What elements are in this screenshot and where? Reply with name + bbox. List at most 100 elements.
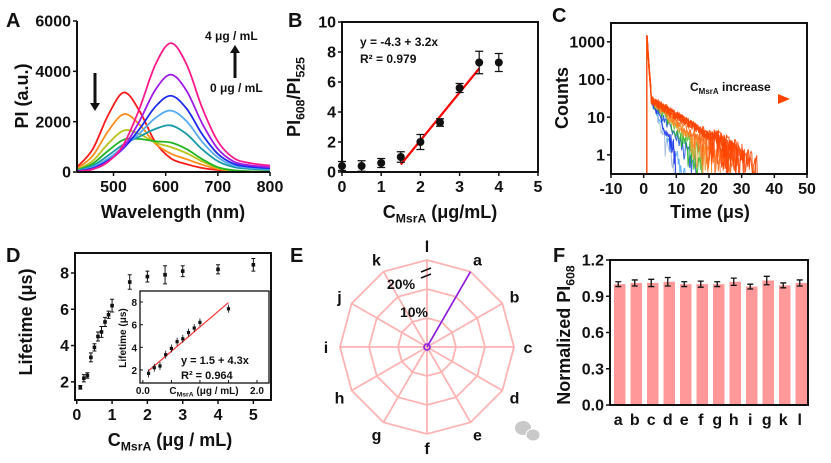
y-tick-label: 10 xyxy=(587,110,605,127)
data-point xyxy=(455,84,464,92)
x-tick-label: 30 xyxy=(733,181,751,198)
x-tick-label: h xyxy=(729,412,739,429)
x-tick-label: 0 xyxy=(338,179,347,196)
x-tick-label: g xyxy=(712,412,722,429)
x-tick-label: 500 xyxy=(100,179,127,196)
data-point xyxy=(110,303,114,308)
x-tick-label: 3 xyxy=(455,179,464,196)
fit-equation: y = 1.5 + 4.3x xyxy=(181,355,250,367)
error-bar xyxy=(697,280,704,288)
panel-label-C: C xyxy=(552,5,566,27)
data-point xyxy=(85,373,90,378)
x-tick-label: b xyxy=(630,412,640,429)
x-tick-label: g xyxy=(762,412,772,429)
x-axis-label: Time (μs) xyxy=(670,202,750,222)
y-axis-label: PI608/PI525 xyxy=(284,57,308,137)
spectrum-line xyxy=(76,109,271,172)
data-point xyxy=(152,366,156,370)
radar-axis-label: i xyxy=(324,340,328,357)
error-bar xyxy=(664,276,671,287)
watermark-wechat-icon xyxy=(515,421,541,442)
fit-equation: y = -4.3 + 3.2x xyxy=(360,35,438,49)
radar-axis-label: c xyxy=(524,340,533,357)
y-tick-label: 0 xyxy=(62,165,71,182)
x-tick-label: 0 xyxy=(72,407,81,424)
data-point xyxy=(377,159,386,167)
x-tick-label: 0.0 xyxy=(136,386,150,397)
chart-B: 0 1 2 3 4 5 0 2 4 6 8 10 y = -4.3 + 3.2x R² = 0.979 PI… xyxy=(284,15,543,226)
label-part: C xyxy=(108,430,121,450)
y-tick-label: 100 xyxy=(578,72,605,89)
radar-spoke xyxy=(382,346,428,423)
x-tick-label: 3 xyxy=(178,407,187,424)
chart-E: l a b c d e f g h i j k 10% 20% xyxy=(324,239,533,458)
error-bar xyxy=(714,281,721,288)
data-point xyxy=(475,58,484,67)
label-part: MsrA xyxy=(699,87,719,96)
x-tick-label: d xyxy=(663,412,673,429)
data-point xyxy=(146,371,151,375)
spectrum-line xyxy=(76,124,271,172)
x-tick-label: 600 xyxy=(152,179,179,196)
wechat-bubble xyxy=(515,421,531,435)
error-bar xyxy=(730,277,737,287)
y-tick-label: 6000 xyxy=(35,14,71,31)
x-tick-label: 0 xyxy=(639,181,648,198)
x-tick-label: c xyxy=(647,412,656,429)
x-tick-label: 2 xyxy=(416,179,425,196)
radar-axis-label: k xyxy=(372,253,381,270)
x-tick-label: 2.0 xyxy=(250,386,264,397)
y-tick-label: 8 xyxy=(327,45,336,62)
x-tick-label: -10 xyxy=(599,181,622,198)
data-point xyxy=(180,269,185,273)
y-tick-label: 4 xyxy=(60,338,69,355)
error-bar xyxy=(648,278,655,288)
data-point xyxy=(338,162,346,170)
chart-C: -10 0 10 20 30 40 50 1 10 100 1000 Counts Time (μs) C… xyxy=(552,22,816,222)
label-part: 608 xyxy=(294,99,308,120)
radar-axis-label: h xyxy=(335,391,345,408)
radar-spoke xyxy=(426,302,503,348)
bar xyxy=(680,284,692,405)
panel-label-E: E xyxy=(290,245,303,267)
label-part: MsrA xyxy=(177,392,194,399)
increase-arrow-head xyxy=(778,94,790,104)
label-part: Normalized PI xyxy=(554,286,574,405)
axis-break-icon xyxy=(420,267,432,279)
fit-r2: R² = 0.964 xyxy=(181,370,234,382)
x-tick-label: 4 xyxy=(214,407,223,424)
data-point xyxy=(436,118,444,127)
y-tick-label: 8 xyxy=(60,266,69,283)
radar-axis-label: e xyxy=(473,427,482,444)
label-part: 525 xyxy=(294,57,308,78)
data-point xyxy=(106,312,111,317)
panel-label-A: A xyxy=(6,10,20,32)
bar xyxy=(630,282,642,405)
decay-curves xyxy=(646,35,758,174)
y-tick-label: 1000 xyxy=(569,34,605,51)
fit-line xyxy=(399,67,481,166)
data-point xyxy=(192,326,196,330)
x-axis-label: Wavelength (nm) xyxy=(101,202,245,222)
label-part: C xyxy=(690,80,699,94)
data-point xyxy=(251,262,256,267)
label-part: MsrA xyxy=(121,440,152,454)
bar xyxy=(779,285,791,405)
data-point xyxy=(181,337,185,341)
bar xyxy=(746,286,758,405)
y-tick-label: 6 xyxy=(327,75,336,92)
down-arrow-head xyxy=(90,103,100,111)
data-point xyxy=(99,330,104,334)
bar xyxy=(614,284,626,405)
data-point xyxy=(127,280,132,284)
bar xyxy=(762,280,774,405)
x-tick-label: 20 xyxy=(700,181,718,198)
x-tick-label: l xyxy=(798,412,802,429)
radar-axis-label: l xyxy=(425,239,429,256)
data-point xyxy=(145,274,150,279)
radar-axis-label: b xyxy=(510,290,520,307)
y-tick-label: 4 xyxy=(131,343,137,354)
label-part: MsrA xyxy=(396,212,427,226)
label-part: (μg / mL) xyxy=(194,386,239,397)
